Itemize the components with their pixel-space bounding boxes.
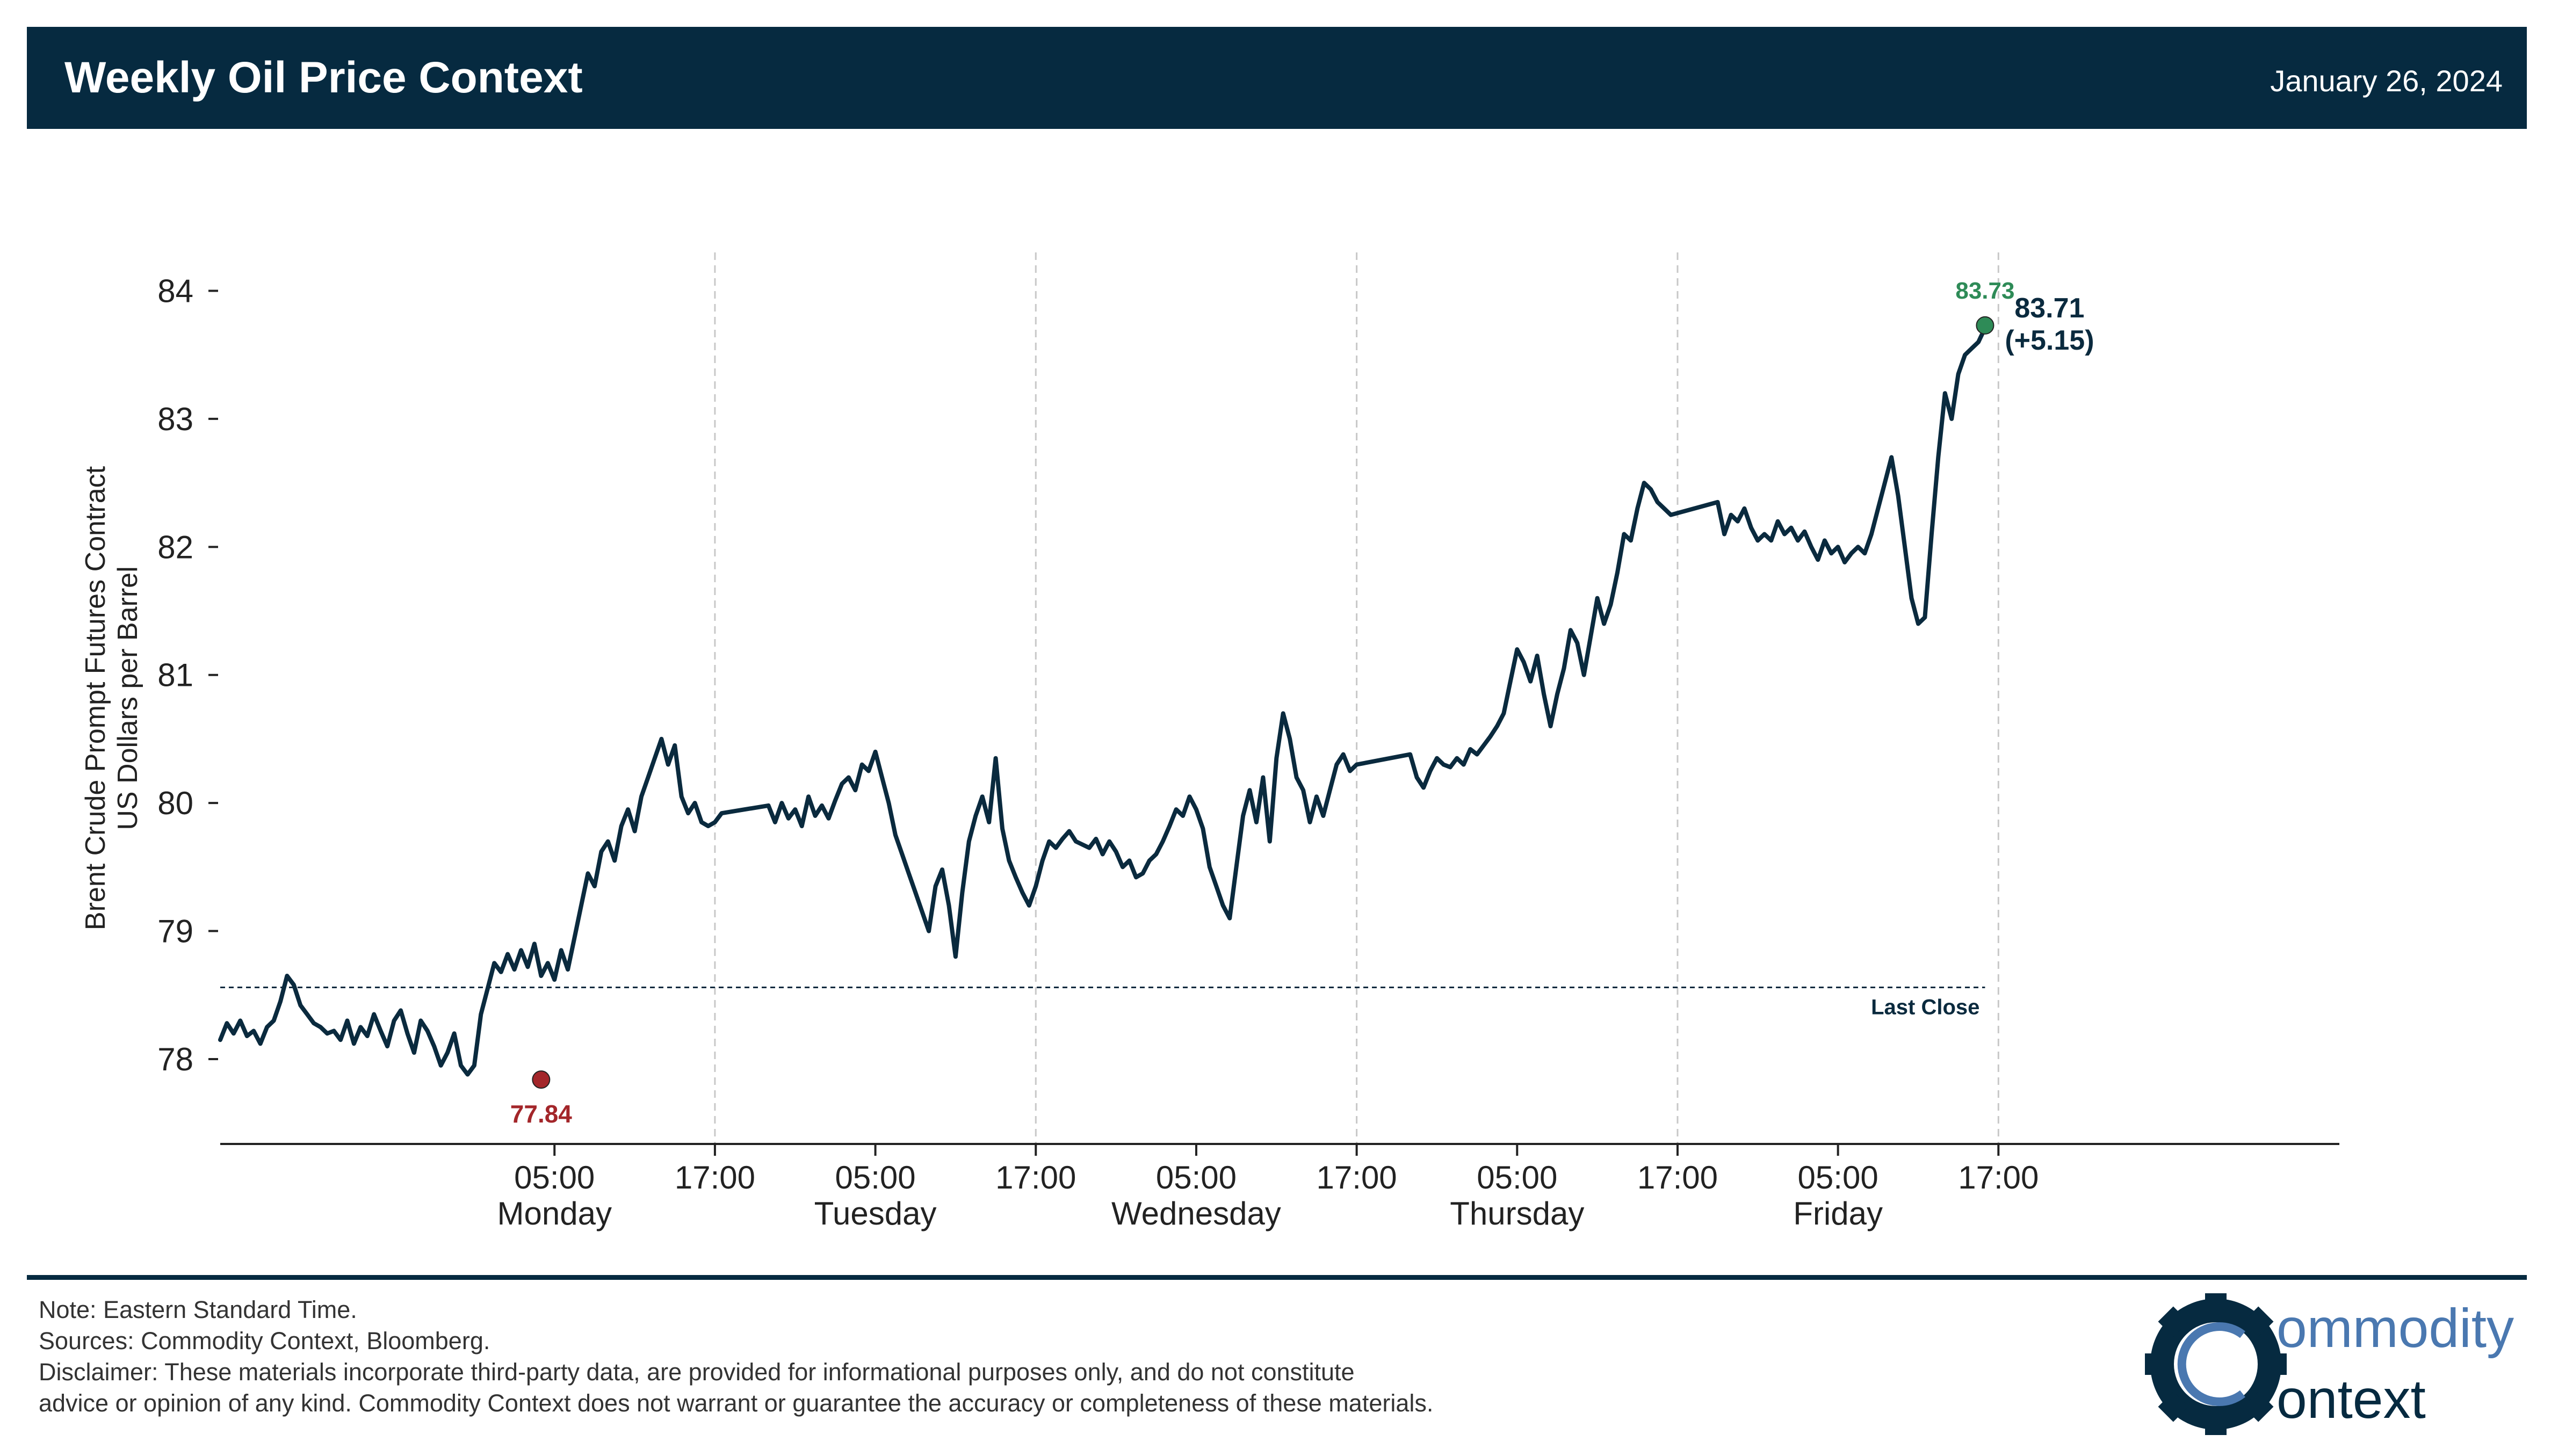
- footer-disclaimer-line1: Disclaimer: These materials incorporate …: [39, 1358, 1355, 1386]
- x-tick-time-label: 05:00: [1798, 1160, 1878, 1196]
- x-tick-day-label: Wednesday: [1111, 1196, 1281, 1232]
- footer-notes: Note: Eastern Standard Time. Sources: Co…: [39, 1294, 1433, 1419]
- x-tick-time-label: 17:00: [995, 1160, 1076, 1196]
- gear-icon: [2145, 1293, 2287, 1435]
- last-close-label: Last Close: [1871, 995, 1979, 1019]
- y-tick-label: 84: [157, 273, 193, 309]
- y-tick-label: 80: [157, 785, 193, 821]
- footer-note: Note: Eastern Standard Time.: [39, 1296, 357, 1323]
- reference-layer: Last Close: [220, 986, 1985, 1019]
- high-point-label: 83.73: [1955, 278, 2014, 304]
- x-tick-time-label: 17:00: [675, 1160, 755, 1196]
- x-tick-time-label: 05:00: [1156, 1160, 1237, 1196]
- commodity-context-logo: ommodity ontext: [2145, 1293, 2514, 1435]
- y-tick-label: 83: [157, 401, 193, 437]
- x-tick-time-label: 17:00: [1637, 1160, 1718, 1196]
- end-change-label: (+5.15): [2005, 325, 2094, 356]
- logo-word-context: ontext: [2277, 1368, 2426, 1430]
- y-tick-label: 81: [157, 657, 193, 693]
- y-axis-label: Brent Crude Prompt Futures ContractUS Do…: [80, 466, 143, 930]
- x-tick-time-label: 17:00: [1958, 1160, 2039, 1196]
- x-tick-time-label: 05:00: [1477, 1160, 1557, 1196]
- x-tick-time-label: 17:00: [1317, 1160, 1397, 1196]
- report-date: January 26, 2024: [2270, 64, 2503, 98]
- grid-layer: [714, 252, 1999, 1144]
- x-tick-time-label: 05:00: [514, 1160, 595, 1196]
- series-line-brent: [218, 325, 1988, 1077]
- footer-divider: [27, 1275, 2527, 1280]
- header-bar: Weekly Oil Price Context January 26, 202…: [27, 27, 2527, 129]
- x-tick-day-label: Tuesday: [814, 1196, 937, 1232]
- low-point-marker: [532, 1070, 551, 1089]
- series-layer: [218, 325, 1988, 1077]
- y-tick-label: 82: [157, 529, 193, 565]
- footer-disclaimer-line2: advice or opinion of any kind. Commodity…: [39, 1389, 1434, 1417]
- page-title: Weekly Oil Price Context: [64, 53, 583, 102]
- x-tick-day-label: Thursday: [1450, 1196, 1584, 1232]
- x-tick-time-label: 05:00: [835, 1160, 916, 1196]
- logo-word-commodity: ommodity: [2277, 1298, 2514, 1359]
- x-tick-day-label: Friday: [1793, 1196, 1883, 1232]
- y-tick-label: 78: [157, 1041, 193, 1077]
- low-point-label: 77.84: [510, 1100, 573, 1128]
- end-price-label: 83.71: [2014, 293, 2084, 324]
- x-tick-day-label: Monday: [497, 1196, 612, 1232]
- footer-sources: Sources: Commodity Context, Bloomberg.: [39, 1327, 490, 1354]
- high-point-marker: [1976, 316, 1994, 335]
- y-tick-label: 79: [157, 914, 193, 950]
